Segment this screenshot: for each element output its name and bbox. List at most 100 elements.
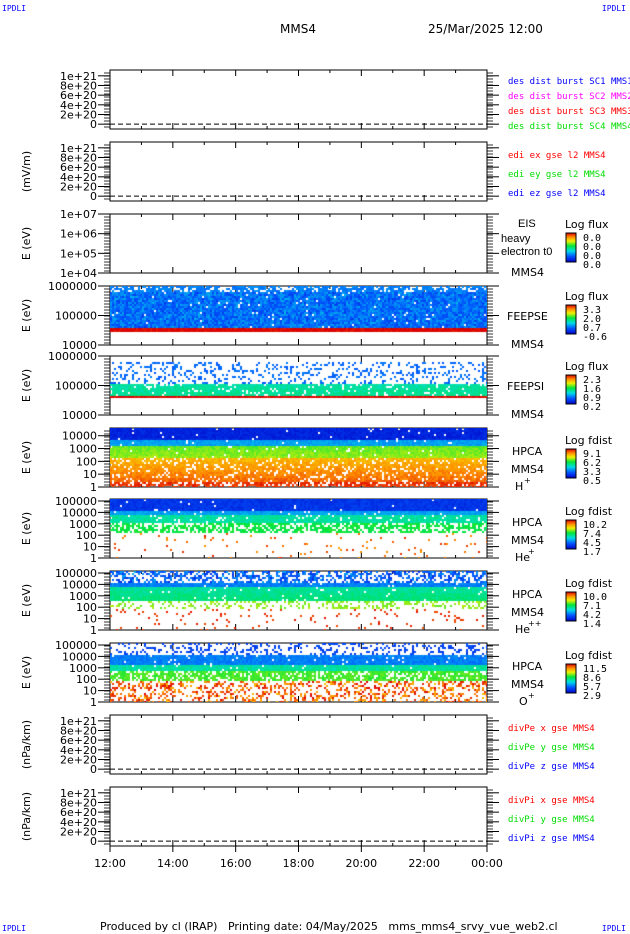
panel-4-colorbar-value: 3.3 — [583, 305, 601, 316]
panel-11-ytick-label: 4e+20 — [60, 816, 97, 829]
datetime-title: 25/Mar/2025 12:00 — [428, 22, 543, 36]
panel-5-colorbar — [565, 374, 577, 405]
panel-1-ytick-label: 1e+21 — [60, 70, 97, 83]
panel-8-colorbar-title: Log fdist — [565, 577, 613, 590]
panel-6-spacecraft-label: MMS4 — [511, 463, 544, 476]
corner-label-tr: IPDLI — [601, 4, 626, 13]
panel-7-species-label: He — [515, 551, 530, 564]
panel-7-ytick-label: 1000 — [69, 518, 97, 531]
panel-3-colorbar — [565, 232, 577, 263]
corner-label-br: IPDLI — [601, 924, 626, 933]
panel-9-ytick-label: 100000 — [55, 639, 97, 652]
panel-8-ytick-label: 100 — [76, 601, 97, 614]
panel-10-ytick-label: 1e+21 — [60, 715, 97, 728]
panel-11-ytick-label: 0 — [90, 835, 97, 848]
panel-4-instrument-label: FEEPSE — [507, 310, 548, 323]
panel-9-ytick-label: 1000 — [69, 662, 97, 675]
panel-6-colorbar-value: 0.5 — [583, 476, 601, 487]
panel-2-ytick-label: 4e+20 — [60, 171, 97, 184]
panel-8-ytick-label: 1000 — [69, 590, 97, 603]
panel-9-species-label: O — [519, 695, 528, 708]
panel-6-colorbar-title: Log fdist — [565, 434, 613, 447]
panel-8-colorbar-value: 10.0 — [583, 592, 607, 603]
panel-1-legend-entry: des dist burst SC3 MMS3 — [508, 107, 630, 117]
panel-7-spacecraft-label: MMS4 — [511, 534, 544, 547]
panel-1-ytick-label: 6e+20 — [60, 89, 97, 102]
panel-2-frame — [109, 141, 488, 202]
panel-8-ytick-label: 100000 — [55, 567, 97, 580]
panel-5-ytick-label: 100000 — [55, 380, 97, 393]
panel-7-colorbar-value: 1.7 — [583, 547, 601, 558]
panel-8-colorbar — [565, 591, 577, 622]
panel-11-legend-entry: divPi y gse MMS4 — [508, 815, 595, 825]
panel-6-colorbar-value: 3.3 — [583, 467, 601, 478]
panel-11-legend-entry: divPi x gse MMS4 — [508, 796, 595, 806]
panel-8-species-charge: ++ — [528, 619, 541, 628]
panel-3-ytick-label: 1e+04 — [60, 267, 97, 280]
panel-4-ytick-label: 1000000 — [48, 280, 97, 293]
panel-8-ytick-label: 1 — [90, 624, 97, 637]
time-axis-label: 20:00 — [345, 857, 377, 870]
corner-label-tl: IPDLI — [2, 4, 27, 13]
panel-7-instrument-label: HPCA — [512, 516, 543, 529]
panel-9-ytick-label: 10 — [83, 685, 97, 698]
footer-text: Produced by cl (IRAP) Printing date: 04/… — [100, 920, 558, 933]
panel-4-colorbar-value: -0.6 — [583, 332, 607, 343]
panel-7-spectrogram — [110, 499, 487, 558]
panel-5-ytick-label: 10000 — [62, 409, 97, 422]
panel-8-ytick-label: 10 — [83, 613, 97, 626]
spacecraft-title: MMS4 — [280, 22, 316, 36]
panel-2-legend-entry: edi ey gse l2 MMS4 — [508, 170, 606, 180]
panel-7-ytick-label: 100 — [76, 529, 97, 542]
panel-10-ytick-label: 6e+20 — [60, 734, 97, 747]
panel-2-ytick-label: 8e+20 — [60, 151, 97, 164]
panel-9-colorbar-value: 8.6 — [583, 673, 601, 684]
panel-2-ytick-label: 0 — [90, 190, 97, 203]
panel-7-colorbar-title: Log fdist — [565, 505, 613, 518]
panel-9-ylabel: E (eV) — [20, 656, 33, 689]
panel-5-spectrogram — [110, 356, 487, 415]
panel-10-legend-entry: divPe x gse MMS4 — [508, 724, 595, 734]
panel-3-product-label: heavy electron t0 — [501, 233, 552, 258]
panel-9-spacecraft-label: MMS4 — [511, 678, 544, 691]
panel-5-colorbar-value: 1.6 — [583, 384, 601, 395]
panel-4-colorbar-value: 2.0 — [583, 314, 601, 325]
panel-10-legend-entry: divPe z gse MMS4 — [508, 762, 595, 772]
panel-4-ytick-label: 100000 — [55, 310, 97, 323]
panel-1-ytick-label: 2e+20 — [60, 108, 97, 121]
panel-3-frame — [109, 213, 488, 274]
time-axis-label: 18:00 — [283, 857, 315, 870]
panel-5-colorbar-value: 2.3 — [583, 375, 601, 386]
panel-8-species-label: He — [515, 623, 530, 636]
panel-6-colorbar-value: 6.2 — [583, 458, 601, 469]
panel-9-colorbar-title: Log fdist — [565, 649, 613, 662]
panel-4-colorbar — [565, 304, 577, 335]
panel-9-species-charge: + — [528, 691, 535, 700]
panel-11-legend-entry: divPi z gse MMS4 — [508, 834, 595, 844]
panel-1-legend-entry: des dist burst SC1 MMS1 — [508, 77, 630, 87]
panel-1-ytick-label: 0 — [90, 118, 97, 131]
panel-9-ytick-label: 100 — [76, 673, 97, 686]
panel-3-colorbar-value: 0.0 — [583, 242, 601, 253]
panel-2-ytick-label: 1e+21 — [60, 142, 97, 155]
panel-4-spectrogram — [110, 286, 487, 345]
panel-3-instrument-label: EIS — [518, 218, 536, 230]
panel-3-ytick-label: 1e+05 — [60, 247, 97, 260]
panel-6-ytick-label: 10000 — [62, 430, 97, 443]
panel-9-colorbar — [565, 663, 577, 694]
panel-10-ytick-label: 8e+20 — [60, 724, 97, 737]
panel-6-ytick-label: 1 — [90, 481, 97, 494]
panel-8-colorbar-value: 1.4 — [583, 619, 601, 630]
panel-5-instrument-label: FEEPSI — [507, 380, 544, 393]
time-axis-label: 22:00 — [408, 857, 440, 870]
panel-7-ytick-label: 100000 — [55, 495, 97, 508]
panel-4-ytick-label: 10000 — [62, 339, 97, 352]
panel-3-ytick-label: 1e+06 — [60, 228, 97, 241]
panel-9-colorbar-value: 5.7 — [583, 682, 601, 693]
panel-6-ytick-label: 10 — [83, 468, 97, 481]
panel-7-ytick-label: 10 — [83, 541, 97, 554]
panel-2-ytick-label: 6e+20 — [60, 161, 97, 174]
panel-7-colorbar-value: 7.4 — [583, 529, 601, 540]
